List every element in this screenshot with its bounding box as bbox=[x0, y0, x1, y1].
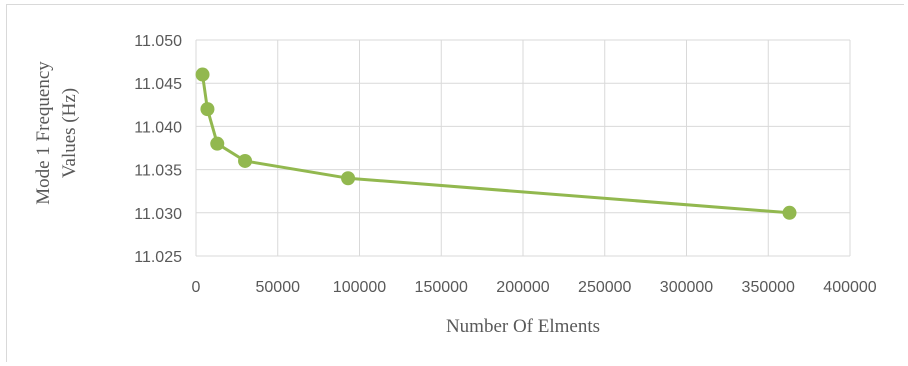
series-line bbox=[201, 74, 790, 215]
x-tick-label: 100000 bbox=[333, 279, 386, 296]
y-axis-title-line-1: Mode 1 Frequency bbox=[33, 61, 54, 205]
series-layer bbox=[195, 67, 797, 220]
data-point bbox=[341, 171, 356, 186]
data-point bbox=[195, 67, 210, 82]
x-tick-label: 200000 bbox=[496, 279, 549, 296]
x-tick-label: 400000 bbox=[823, 279, 876, 296]
x-tick-label: 300000 bbox=[660, 279, 713, 296]
y-tick-label: 11.040 bbox=[134, 119, 182, 136]
x-tick-label: 50000 bbox=[256, 279, 301, 296]
x-tick-label: 350000 bbox=[742, 279, 795, 296]
y-axis-title: Mode 1 Frequency Values (Hz) bbox=[33, 61, 80, 205]
y-tick-label: 11.030 bbox=[134, 206, 182, 223]
y-tick-label: 11.045 bbox=[134, 76, 182, 93]
y-axis-title-line-2: Values (Hz) bbox=[59, 88, 80, 178]
data-point bbox=[200, 102, 215, 117]
x-tick-label: 150000 bbox=[415, 279, 468, 296]
x-axis-title: Number Of Elments bbox=[446, 316, 600, 337]
data-point bbox=[782, 205, 797, 220]
x-tick-label: 0 bbox=[192, 279, 201, 296]
x-axis-tick-labels: 0 50000 100000 150000 200000 250000 300000 3500… bbox=[192, 279, 877, 296]
chart-frame bbox=[6, 4, 904, 362]
data-point bbox=[238, 153, 253, 168]
y-tick-label: 11.035 bbox=[134, 163, 182, 180]
y-tick-label: 11.050 bbox=[134, 33, 182, 50]
y-tick-label: 11.025 bbox=[134, 249, 182, 266]
data-point bbox=[210, 136, 225, 151]
x-tick-label: 250000 bbox=[578, 279, 631, 296]
y-axis-tick-labels: 11.025 11.030 11.035 11.040 11.045 11.050 bbox=[134, 33, 182, 266]
grid-lines bbox=[195, 39, 851, 257]
